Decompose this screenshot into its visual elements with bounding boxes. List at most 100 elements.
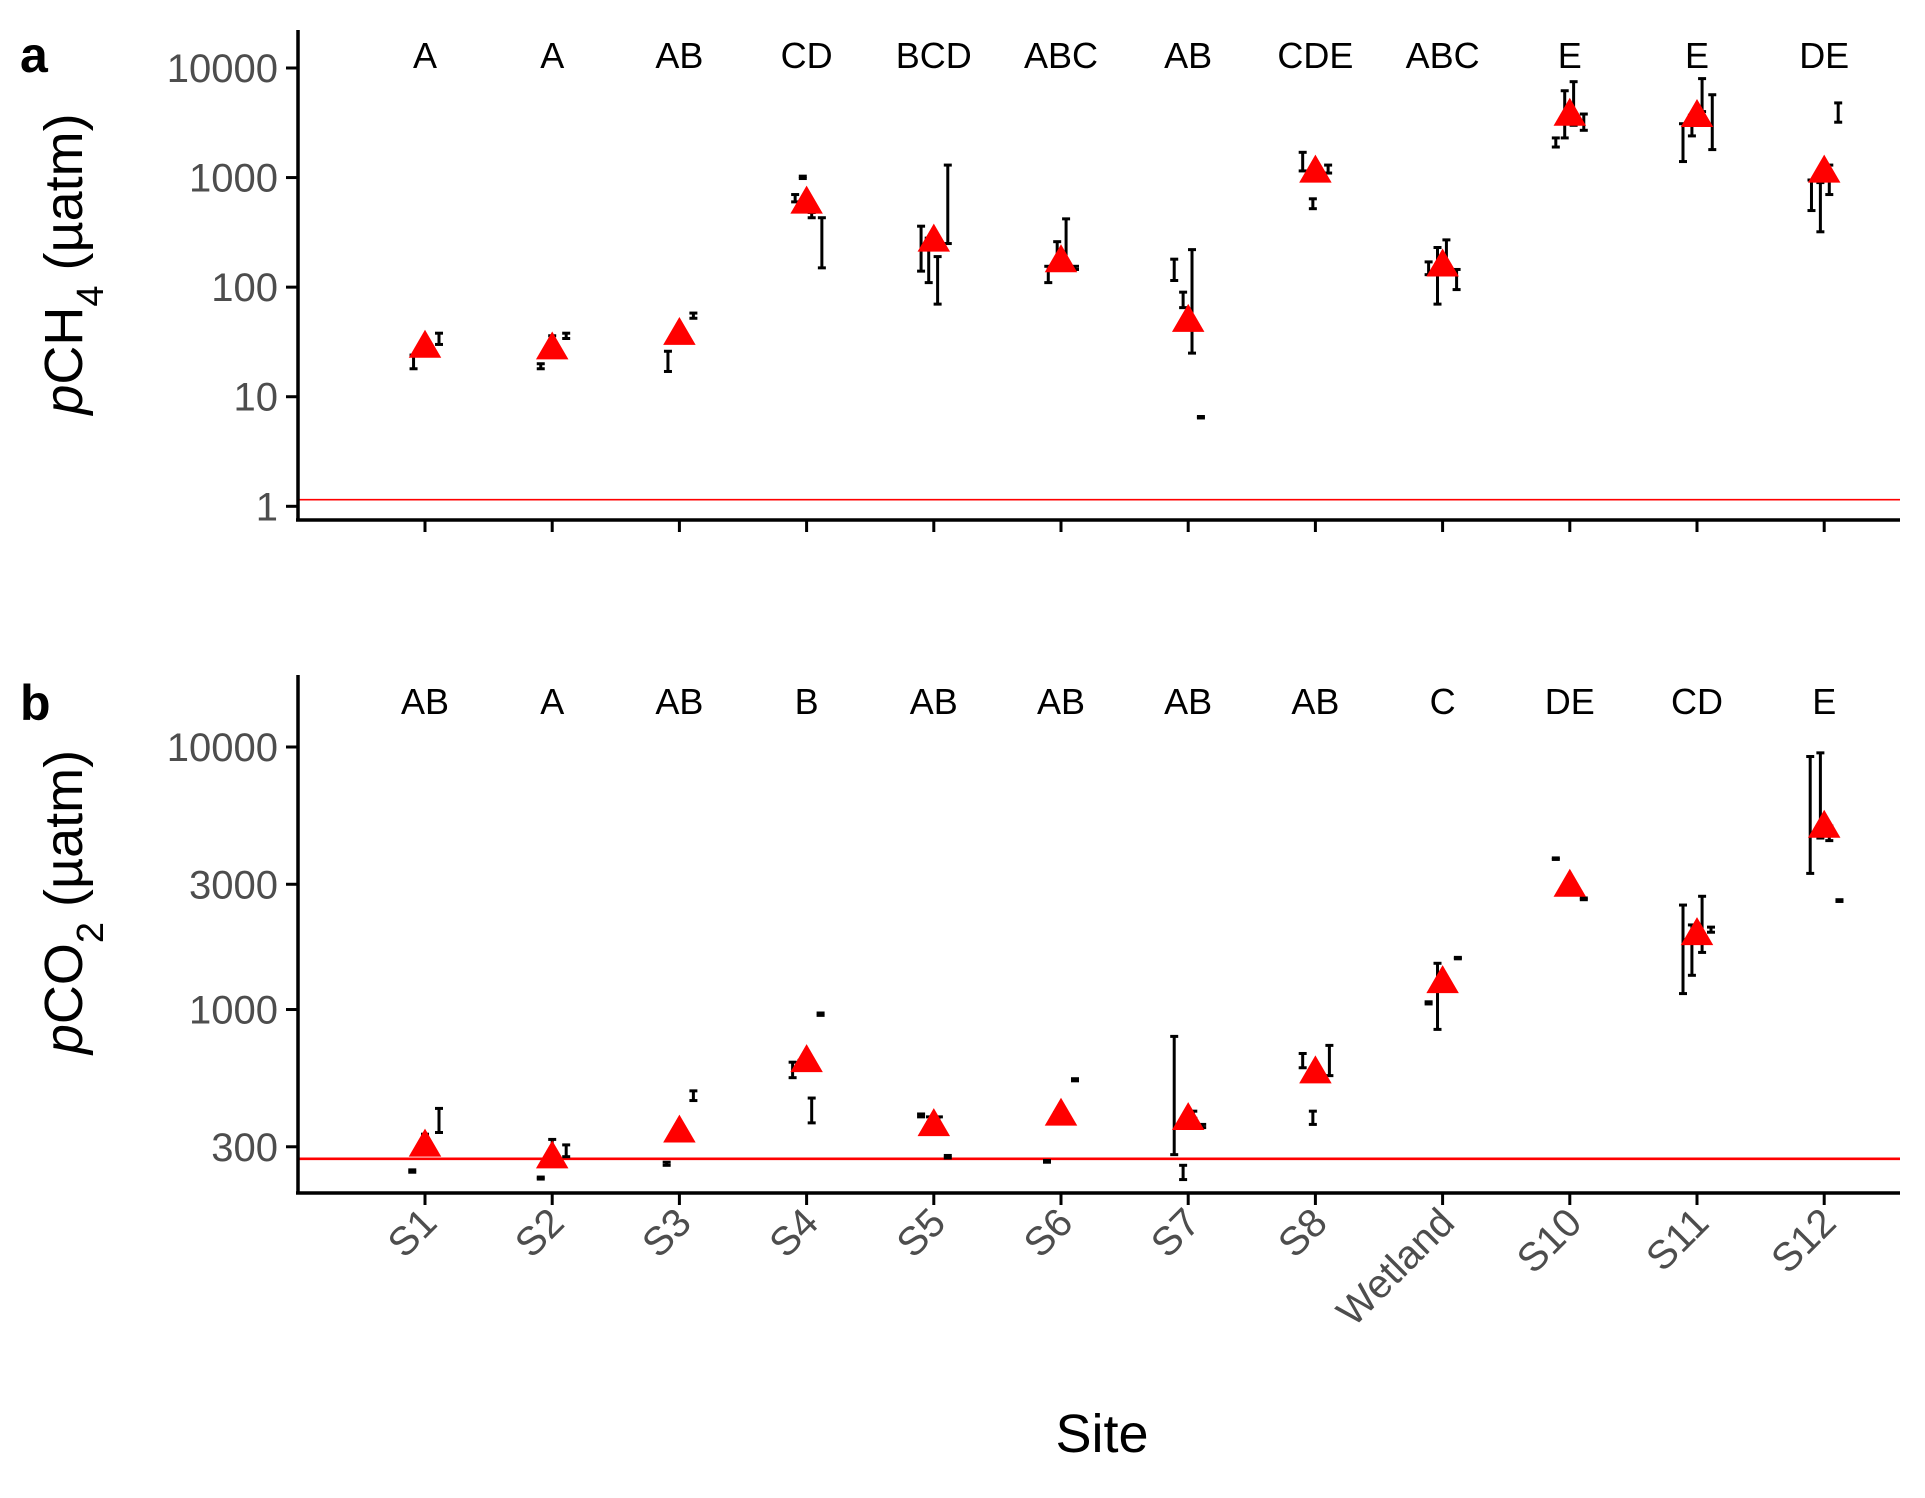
panel-a-mean-marker xyxy=(1426,248,1459,277)
panel-b-ylabel-italic: p xyxy=(34,1024,94,1056)
x-tick-label: S8 xyxy=(1270,1200,1336,1266)
panel-a-y-tick-label: 10000 xyxy=(167,47,278,91)
panel-b-replicate-errorbar xyxy=(1179,1163,1188,1182)
panel-b-replicate-errorbar xyxy=(562,1143,571,1159)
panel-a-group-letter: BCD xyxy=(896,35,972,76)
x-tick-label: S2 xyxy=(507,1200,573,1266)
x-tick-label: S4 xyxy=(761,1200,827,1266)
x-tick-label: S11 xyxy=(1638,1200,1717,1279)
panel-b-group-letter: B xyxy=(795,681,819,722)
panel-a-replicate-errorbar xyxy=(434,331,443,346)
panel-b-mean-marker xyxy=(790,1044,823,1073)
panel-a-replicate-errorbar xyxy=(933,255,942,306)
panel-a-ylabel-main: CH xyxy=(34,307,94,385)
panel-b-group-letter: AB xyxy=(1291,681,1339,722)
panel-a-replicate-errorbar xyxy=(1196,415,1205,420)
panel-a-replicate-errorbar xyxy=(1551,136,1560,149)
panel-a-letter: a xyxy=(20,27,49,83)
x-tick-label: S3 xyxy=(634,1200,700,1266)
x-tick-label: S10 xyxy=(1509,1200,1590,1281)
panel-b-replicate-errorbar xyxy=(536,1175,545,1181)
panel-a-replicate-errorbar xyxy=(1708,93,1717,152)
panel-b-replicate-errorbar xyxy=(1424,1000,1433,1006)
panel-a-replicate-errorbar xyxy=(798,174,807,181)
panel-b-mean-marker xyxy=(1299,1055,1332,1084)
panel-b-replicate-errorbar xyxy=(1835,898,1844,903)
panel-b-replicate-errorbar xyxy=(1453,955,1462,961)
panel-b-y-axis-label: pCO2 (µatm) xyxy=(34,750,112,1056)
panel-a-group-letter: A xyxy=(540,35,564,76)
panel-a-ylabel-unit: (µatm) xyxy=(34,113,94,285)
panel-a-replicate-errorbar xyxy=(1834,101,1843,124)
panel-b-replicate-errorbar xyxy=(1679,903,1688,996)
panel-b-replicate-errorbar xyxy=(434,1106,443,1135)
x-tick-label: S12 xyxy=(1763,1200,1844,1281)
panel-a-y-tick-label: 100 xyxy=(211,266,278,310)
panel-b-ylabel-sub: 2 xyxy=(70,922,112,943)
panel-b-replicate-errorbar xyxy=(1325,1043,1334,1078)
panel-b-y-tick-label: 300 xyxy=(211,1126,278,1170)
panel-a-group-letter: E xyxy=(1558,35,1582,76)
panel-b-group-letter: DE xyxy=(1545,681,1595,722)
panel-b-mean-marker xyxy=(1044,1097,1078,1126)
panel-b-replicate-errorbar xyxy=(1806,755,1815,875)
panel-a-replicate-errorbar xyxy=(663,349,672,373)
panel-b-replicate-errorbar xyxy=(1043,1158,1052,1164)
panel-a-replicate-errorbar xyxy=(562,331,571,340)
panel-b-mean-marker xyxy=(1680,917,1714,946)
panel-b-group-letter: AB xyxy=(401,681,449,722)
panel-b-replicate-errorbar xyxy=(943,1153,952,1160)
panel-b-replicate-errorbar xyxy=(917,1112,926,1119)
panel-a-group-letter: CD xyxy=(781,35,833,76)
panel-a-group-letter: E xyxy=(1685,35,1709,76)
panel-a-y-axis-label: pCH4 (µatm) xyxy=(34,113,112,416)
panel-a-mean-marker xyxy=(1044,244,1078,273)
panel-b-replicate-errorbar xyxy=(1308,1109,1317,1126)
panel-a-group-letter: DE xyxy=(1799,35,1849,76)
panel-b-mean-marker xyxy=(1807,809,1841,838)
panel-a-group-letter: ABC xyxy=(1024,35,1098,76)
panel-b-group-letter: A xyxy=(540,681,564,722)
panel-b-replicate-errorbar xyxy=(1298,1051,1307,1070)
panel-b-replicate-errorbar xyxy=(1170,1034,1179,1157)
panel-b-group-letter: E xyxy=(1812,681,1836,722)
panel-b-ylabel-main: CO xyxy=(34,943,94,1024)
panel-a-replicate-errorbar xyxy=(1807,178,1816,213)
panel-a-mean-marker xyxy=(408,329,442,358)
panel-b-mean-marker xyxy=(1553,868,1587,897)
x-tick-label: S1 xyxy=(380,1200,446,1266)
panel-b-mean-marker xyxy=(535,1140,569,1169)
panel-b-replicate-errorbar xyxy=(816,1011,825,1017)
panel-b-replicate-errorbar xyxy=(1070,1077,1079,1083)
panel-a-group-letter: AB xyxy=(1164,35,1212,76)
panel-a-group-letter: ABC xyxy=(1406,35,1480,76)
panel-b-ylabel-unit: (µatm) xyxy=(34,750,94,922)
x-tick-label: Wetland xyxy=(1329,1200,1463,1334)
panel-b-replicate-errorbar xyxy=(1551,856,1560,861)
panel-b-group-letter: AB xyxy=(910,681,958,722)
panel-a-replicate-errorbar xyxy=(943,163,952,246)
x-tick-label: S7 xyxy=(1143,1200,1209,1266)
panel-b-group-letter: AB xyxy=(1037,681,1085,722)
panel-b-replicate-errorbar xyxy=(408,1168,417,1174)
panel-a-mean-marker xyxy=(535,331,569,360)
x-tick-label: S6 xyxy=(1016,1200,1082,1266)
panel-a-mean-marker xyxy=(1680,99,1714,128)
panel-a-replicate-errorbar xyxy=(1170,257,1179,282)
panel-a-mean-marker xyxy=(663,316,696,345)
panel-a-mean-marker xyxy=(917,223,951,252)
panel-a-plot-area: 1 10 100 1000 10000 A A AB CD BCD ABC AB CDE ABC E E DE xyxy=(167,30,1900,532)
panel-a-group-letter: CDE xyxy=(1277,35,1353,76)
panel-b-mean-marker xyxy=(917,1108,951,1137)
x-axis-label: Site xyxy=(1055,1404,1148,1464)
panel-b-group-letter: AB xyxy=(1164,681,1212,722)
panel-a-y-tick-label: 10 xyxy=(234,376,279,420)
panel-a: a pCH4 (µatm) 1 10 100 1000 10000 A A AB CD BCD AB… xyxy=(20,27,1900,532)
panel-b-replicate-errorbar xyxy=(1579,896,1588,902)
panel-a-ylabel-italic: p xyxy=(34,385,94,417)
panel-b-replicate-errorbar xyxy=(689,1089,698,1103)
panel-a-mean-marker xyxy=(1807,154,1841,183)
panel-b-mean-marker xyxy=(663,1114,696,1143)
panel-a-replicate-errorbar xyxy=(1179,290,1188,310)
